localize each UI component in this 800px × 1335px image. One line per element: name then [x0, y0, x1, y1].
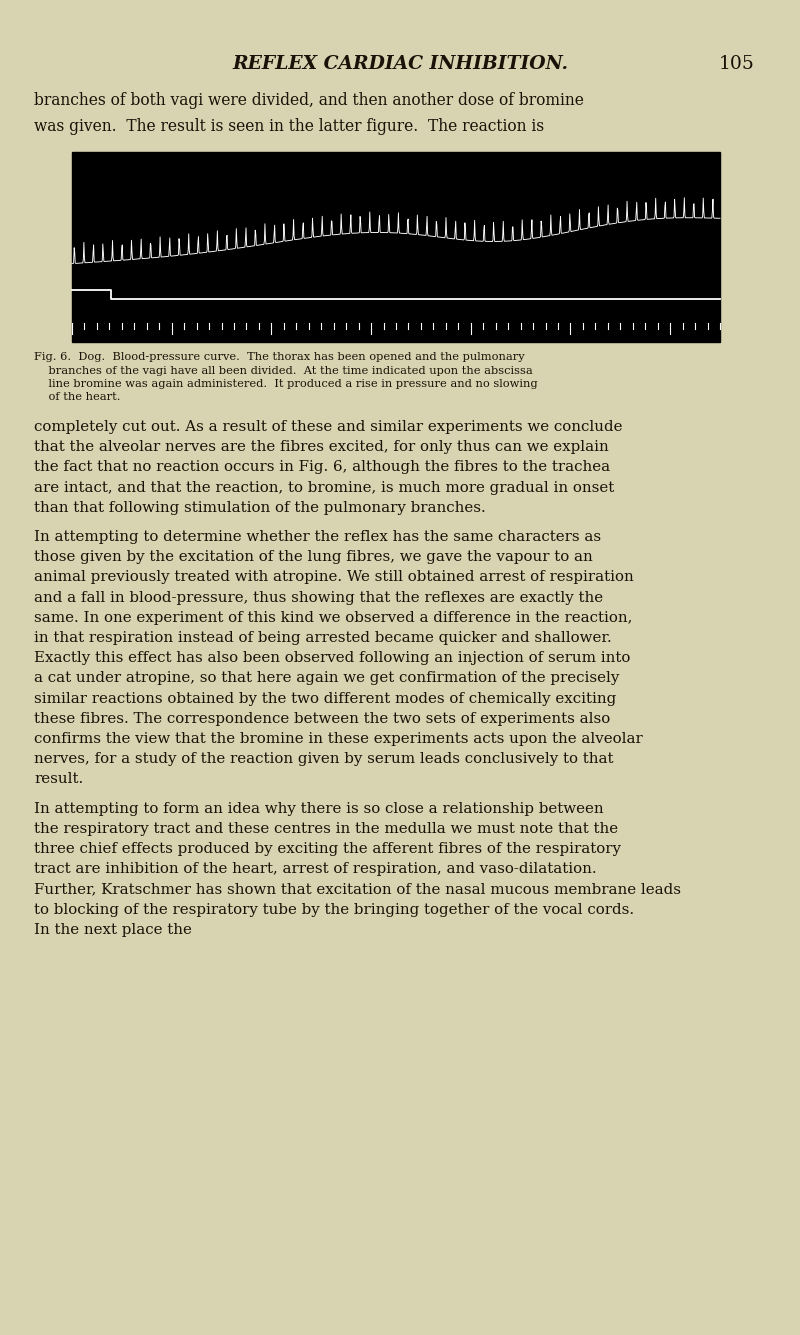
Text: completely cut out. As a result of these and similar experiments we conclude: completely cut out. As a result of these…	[34, 421, 622, 434]
Text: of the heart.: of the heart.	[34, 392, 121, 402]
Text: Exactly this effect has also been observed following an injection of serum into: Exactly this effect has also been observ…	[34, 651, 630, 665]
Text: In attempting to form an idea why there is so close a relationship between: In attempting to form an idea why there …	[34, 801, 604, 816]
Text: branches of both vagi were divided, and then another dose of bromine: branches of both vagi were divided, and …	[34, 92, 584, 109]
Text: REFLEX CARDIAC INHIBITION.: REFLEX CARDIAC INHIBITION.	[232, 55, 568, 73]
Text: Fig. 6.  Dog.  Blood-pressure curve.  The thorax has been opened and the pulmona: Fig. 6. Dog. Blood-pressure curve. The t…	[34, 352, 525, 362]
Text: are intact, and that the reaction, to bromine, is much more gradual in onset: are intact, and that the reaction, to br…	[34, 481, 614, 494]
Text: line bromine was again administered.  It produced a rise in pressure and no slow: line bromine was again administered. It …	[34, 379, 538, 388]
Text: the respiratory tract and these centres in the medulla we must note that the: the respiratory tract and these centres …	[34, 822, 618, 836]
Text: In the next place the: In the next place the	[34, 922, 192, 937]
Text: that the alveolar nerves are the fibres excited, for only thus can we explain: that the alveolar nerves are the fibres …	[34, 441, 609, 454]
Text: confirms the view that the bromine in these experiments acts upon the alveolar: confirms the view that the bromine in th…	[34, 732, 642, 746]
Text: three chief effects produced by exciting the afferent fibres of the respiratory: three chief effects produced by exciting…	[34, 842, 621, 856]
Text: In attempting to determine whether the reflex has the same characters as: In attempting to determine whether the r…	[34, 530, 601, 543]
Text: 105: 105	[719, 55, 755, 73]
Text: to blocking of the respiratory tube by the bringing together of the vocal cords.: to blocking of the respiratory tube by t…	[34, 902, 634, 917]
Bar	[72, 152, 720, 342]
Text: tract are inhibition of the heart, arrest of respiration, and vaso-dilatation.: tract are inhibition of the heart, arres…	[34, 862, 597, 876]
Text: the fact that no reaction occurs in Fig. 6, although the fibres to the trachea: the fact that no reaction occurs in Fig.…	[34, 461, 610, 474]
Text: nerves, for a study of the reaction given by serum leads conclusively to that: nerves, for a study of the reaction give…	[34, 752, 614, 766]
Text: result.: result.	[34, 773, 83, 786]
Text: Further, Kratschmer has shown that excitation of the nasal mucous membrane leads: Further, Kratschmer has shown that excit…	[34, 882, 681, 896]
Text: was given.  The result is seen in the latter figure.  The reaction is: was given. The result is seen in the lat…	[34, 117, 544, 135]
Text: and a fall in blood-pressure, thus showing that the reflexes are exactly the: and a fall in blood-pressure, thus showi…	[34, 590, 603, 605]
Text: branches of the vagi have all been divided.  At the time indicated upon the absc: branches of the vagi have all been divid…	[34, 366, 533, 375]
Text: same. In one experiment of this kind we observed a difference in the reaction,: same. In one experiment of this kind we …	[34, 611, 632, 625]
Text: than that following stimulation of the pulmonary branches.: than that following stimulation of the p…	[34, 501, 486, 515]
Text: similar reactions obtained by the two different modes of chemically exciting: similar reactions obtained by the two di…	[34, 692, 616, 706]
Text: those given by the excitation of the lung fibres, we gave the vapour to an: those given by the excitation of the lun…	[34, 550, 593, 565]
Text: a cat under atropine, so that here again we get confirmation of the precisely: a cat under atropine, so that here again…	[34, 672, 619, 685]
Text: these fibres. The correspondence between the two sets of experiments also: these fibres. The correspondence between…	[34, 712, 610, 726]
Text: animal previously treated with atropine. We still obtained arrest of respiration: animal previously treated with atropine.…	[34, 570, 634, 585]
Text: in that respiration instead of being arrested became quicker and shallower.: in that respiration instead of being arr…	[34, 631, 612, 645]
